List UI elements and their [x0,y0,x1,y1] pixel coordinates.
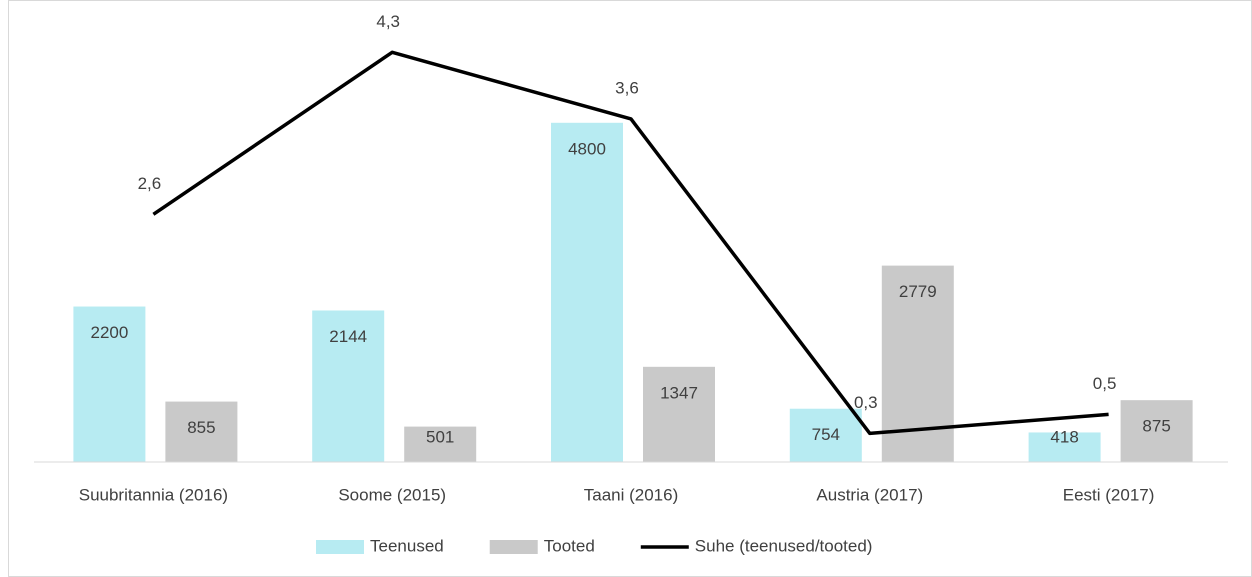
legend-swatch [316,540,364,554]
line-value-label: 0,3 [854,393,878,412]
bar-value-label: 2144 [329,327,367,346]
line-value-label: 3,6 [615,78,639,97]
bar-value-label: 4800 [568,139,606,158]
line-value-label: 0,5 [1093,374,1117,393]
bar [643,366,715,462]
bar [73,306,146,462]
legend-label: Teenused [370,536,444,555]
bar-value-label: 2779 [899,282,937,301]
bar-value-label: 418 [1050,427,1078,446]
bar [1028,432,1101,462]
chart-frame [8,0,1252,577]
legend-swatch [489,540,538,554]
bar-value-label: 754 [812,425,840,444]
bar-value-label: 2200 [90,323,128,342]
bar [404,426,477,462]
x-tick-label: Eesti (2017) [1063,485,1155,504]
bar-value-label: 855 [187,418,215,437]
bar [789,408,862,462]
legend-label: Suhe (teenused/tooted) [695,536,873,555]
x-tick-label: Austria (2017) [816,485,923,504]
bar-value-label: 501 [426,427,454,446]
bar-value-label: 875 [1142,417,1170,436]
line-value-label: 4,3 [376,12,400,31]
line-value-label: 2,6 [138,174,162,193]
x-tick-label: Taani (2016) [584,485,679,504]
bar [1120,400,1193,462]
x-tick-label: Suubritannia (2016) [79,485,228,504]
bar-value-label: 1347 [660,383,698,402]
line [152,50,1109,436]
bar [551,122,623,463]
legend-label: Tooted [544,536,595,555]
x-tick-label: Soome (2015) [338,485,446,504]
bar [165,401,238,462]
bar [312,310,385,462]
